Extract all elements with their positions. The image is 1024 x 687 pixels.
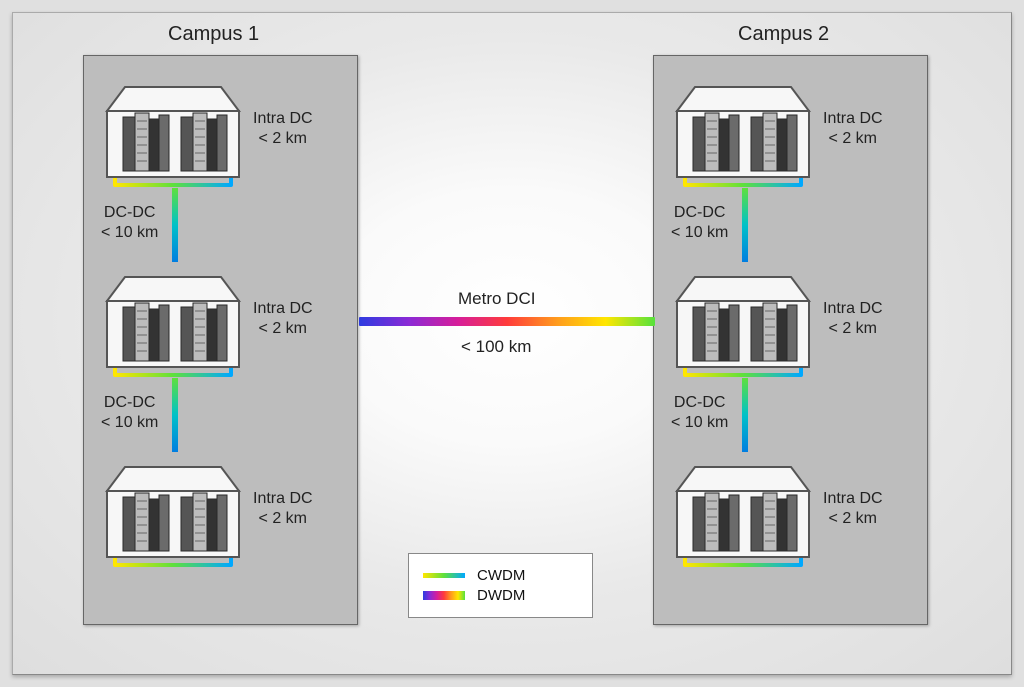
intra-dc-label: Intra DC< 2 km <box>823 109 883 149</box>
datacenter-icon <box>671 457 815 563</box>
legend-label-cwdm: CWDM <box>477 567 525 584</box>
dc-dc-link <box>742 378 748 452</box>
cwdm-swatch <box>423 573 465 578</box>
legend-item-dwdm: DWDM <box>423 587 578 604</box>
diagram-panel: Campus 1 Campus 2 Metro DCI < 100 km DC-… <box>12 12 1012 675</box>
campus-1-title: Campus 1 <box>168 23 259 46</box>
datacenter-icon <box>671 267 815 373</box>
dwdm-swatch <box>423 591 465 600</box>
dc-dc-label: DC-DC< 10 km <box>671 203 728 243</box>
dc-dc-link <box>172 378 178 452</box>
datacenter-icon <box>101 267 245 373</box>
campus-2-title: Campus 2 <box>738 23 829 46</box>
intra-dc-label: Intra DC< 2 km <box>823 489 883 529</box>
dc-dc-link <box>742 188 748 262</box>
intra-dc-label: Intra DC< 2 km <box>253 109 313 149</box>
intra-dc-label: Intra DC< 2 km <box>253 299 313 339</box>
metro-dci-link <box>359 317 655 326</box>
dc-dc-label: DC-DC< 10 km <box>101 203 158 243</box>
dc-dc-label: DC-DC< 10 km <box>101 393 158 433</box>
datacenter-icon <box>101 457 245 563</box>
intra-dc-label: Intra DC< 2 km <box>823 299 883 339</box>
legend: CWDM DWDM <box>408 553 593 618</box>
intra-dc-label: Intra DC< 2 km <box>253 489 313 529</box>
dc-dc-label: DC-DC< 10 km <box>671 393 728 433</box>
legend-label-dwdm: DWDM <box>477 587 525 604</box>
dc-dc-link <box>172 188 178 262</box>
metro-label-2: < 100 km <box>461 336 531 357</box>
datacenter-icon <box>671 77 815 183</box>
metro-label-1: Metro DCI <box>458 288 535 309</box>
datacenter-icon <box>101 77 245 183</box>
legend-item-cwdm: CWDM <box>423 567 578 584</box>
